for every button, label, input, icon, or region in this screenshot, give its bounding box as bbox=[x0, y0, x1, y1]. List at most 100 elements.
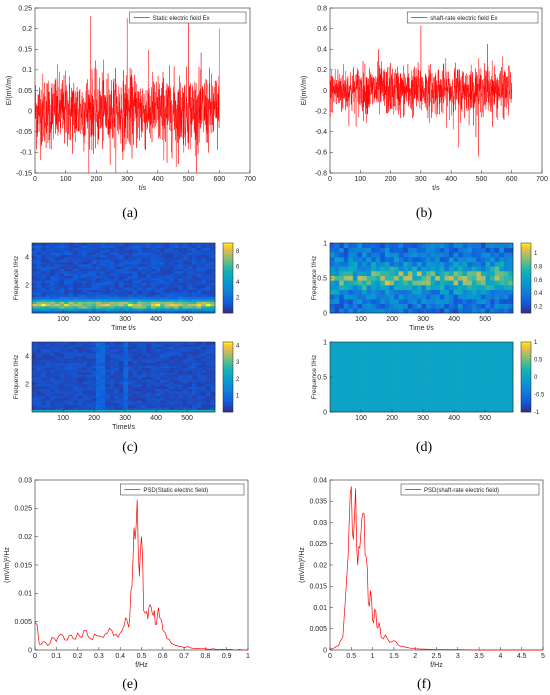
chart-c-bottom-cell bbox=[73, 386, 79, 389]
chart-d-top-cell bbox=[334, 308, 340, 314]
chart-d-top-colorbar-cell bbox=[521, 311, 531, 314]
chart-c-top-cell bbox=[109, 280, 115, 283]
chart-c-top-cell bbox=[41, 264, 47, 267]
chart-c-bottom-cell bbox=[91, 388, 97, 392]
chart-d-top-cell bbox=[508, 261, 514, 267]
chart-c-bottom-cell bbox=[132, 381, 138, 385]
chart-c-bottom-cell bbox=[109, 363, 115, 366]
chart-d-top-colorbar-cell bbox=[521, 264, 531, 267]
chart-c-top-cell bbox=[187, 247, 193, 251]
chart-c-bottom-cell bbox=[114, 379, 120, 382]
chart-c-top-cell bbox=[182, 264, 188, 267]
chart-d-bottom-cell bbox=[439, 384, 445, 389]
chart-c-bottom-cell bbox=[96, 372, 101, 375]
chart-c-bottom-cell bbox=[41, 356, 47, 359]
chart-c-bottom-cell bbox=[164, 346, 170, 350]
chart-c-top-colorbar-label: 6 bbox=[236, 265, 240, 271]
chart-c-bottom-cell bbox=[164, 360, 170, 364]
chart-c-top-cell bbox=[210, 252, 216, 255]
chart-c-top-cell bbox=[64, 266, 69, 269]
chart-d-bottom-cell bbox=[357, 360, 363, 366]
chart-c-top-cell bbox=[132, 306, 138, 309]
chart-d-bottom-cell bbox=[375, 393, 381, 399]
chart-d-top-cell bbox=[453, 308, 459, 314]
chart-c-bottom-cell bbox=[45, 386, 51, 389]
chart-c-top-cell bbox=[146, 299, 152, 302]
chart-c-bottom-cell bbox=[100, 353, 106, 357]
chart-c-top-cell bbox=[59, 308, 65, 311]
chart-d-bottom-cell bbox=[435, 374, 441, 380]
chart-d-bottom-cell bbox=[426, 346, 431, 352]
chart-c-bottom-cell bbox=[196, 358, 202, 361]
chart-c-top-cell bbox=[105, 268, 111, 272]
chart-d-top-cell bbox=[462, 271, 468, 276]
chart-f-ytick-label: 0.005 bbox=[309, 626, 327, 633]
chart-c-bottom-cell bbox=[50, 356, 56, 359]
chart-c-bottom-cell bbox=[109, 409, 115, 413]
chart-c-bottom-colorbar-cell bbox=[223, 380, 233, 383]
chart-d-top-cell bbox=[362, 275, 367, 281]
chart-d-top-cell bbox=[330, 266, 335, 272]
chart-c-top-cell bbox=[54, 292, 60, 295]
chart-d-bottom-cell bbox=[503, 393, 509, 399]
chart-d-bottom-cell bbox=[471, 360, 477, 366]
chart-c-bottom-cell bbox=[137, 381, 143, 385]
chart-d-top-cell bbox=[508, 243, 514, 248]
chart-c-top-cell bbox=[173, 285, 179, 288]
chart-c-top-cell bbox=[68, 278, 74, 281]
chart-d-bottom-cell bbox=[339, 398, 345, 403]
chart-d-bottom-cell bbox=[435, 384, 441, 389]
chart-d-top-cell bbox=[458, 261, 463, 267]
chart-d-top-cell bbox=[352, 247, 358, 253]
chart-d-bottom-cell bbox=[448, 402, 454, 408]
chart-c-top-cell bbox=[32, 299, 37, 302]
chart-c-bottom-cell bbox=[45, 351, 51, 354]
chart-c-bottom-cell bbox=[105, 407, 111, 410]
chart-d-top-cell bbox=[421, 257, 427, 262]
chart-c-top-cell bbox=[137, 299, 143, 302]
chart-c-bottom-cell bbox=[210, 384, 216, 387]
chart-c-top-cell bbox=[64, 287, 69, 290]
chart-c-bottom-cell bbox=[141, 351, 147, 354]
chart-c-top-cell bbox=[105, 250, 111, 253]
chart-d-bottom-cell bbox=[416, 374, 422, 380]
chart-c-top-cell bbox=[59, 299, 65, 302]
chart-c-top-cell bbox=[128, 245, 133, 248]
chart-c-top-cell bbox=[155, 257, 161, 260]
chart-c-bottom-cell bbox=[160, 405, 165, 408]
chart-d-top-cell bbox=[343, 303, 349, 309]
chart-c-bottom-cell bbox=[109, 344, 115, 347]
chart-c-top-cell bbox=[82, 247, 88, 251]
chart-d-top-xlabel: Time t/s bbox=[409, 325, 434, 332]
chart-c-bottom-cell bbox=[141, 409, 147, 413]
chart-c-bottom-cell bbox=[100, 351, 106, 354]
chart-d-top-cell bbox=[384, 243, 390, 248]
chart-d-top-cell bbox=[476, 243, 482, 248]
chart-c-bottom-cell bbox=[155, 391, 161, 394]
chart-c-bottom-cell bbox=[196, 386, 202, 389]
chart-d-bottom-cell bbox=[476, 379, 482, 385]
chart-c-bottom-cell bbox=[54, 377, 60, 380]
chart-d-top-cell bbox=[458, 252, 463, 258]
chart-d-top-cell bbox=[421, 308, 427, 314]
chart-d-bottom-cell bbox=[339, 388, 345, 394]
chart-d-bottom-cell bbox=[426, 360, 431, 366]
chart-d-top-cell bbox=[467, 299, 473, 304]
chart-c-top-cell bbox=[132, 308, 138, 311]
chart-c-top-colorbar-cell bbox=[223, 258, 233, 261]
chart-c-top-cell bbox=[169, 289, 175, 293]
chart-c-top-cell bbox=[73, 252, 79, 255]
chart-c-top-cell bbox=[132, 273, 138, 276]
chart-a-ytick-label: 0.2 bbox=[22, 26, 32, 33]
chart-d-top-cell bbox=[426, 252, 431, 258]
chart-c-top-cell bbox=[160, 250, 165, 253]
chart-c-top-cell bbox=[118, 264, 124, 267]
chart-c-bottom-cell bbox=[64, 384, 69, 387]
chart-c-bottom-cell bbox=[105, 409, 111, 413]
chart-d-top-colorbar-cell bbox=[521, 281, 531, 284]
chart-c-bottom-colorbar-cell bbox=[223, 364, 233, 367]
chart-c-top-cell bbox=[137, 285, 143, 288]
chart-d-top-cell bbox=[380, 299, 386, 304]
chart-c-bottom-cell bbox=[96, 370, 101, 373]
chart-d-bottom-cell bbox=[362, 365, 367, 371]
